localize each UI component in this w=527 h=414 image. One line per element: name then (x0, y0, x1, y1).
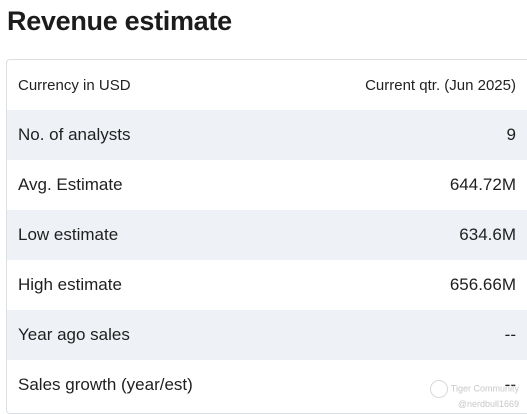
table-row-avg-estimate: Avg. Estimate 644.72M (7, 160, 527, 210)
row-label: Year ago sales (18, 325, 130, 344)
revenue-estimate-table: Currency in USD Current qtr. (Jun 2025) … (6, 59, 527, 414)
row-value: 644.72M (449, 175, 516, 194)
tiger-logo-icon (429, 380, 448, 398)
table-row-sales-growth: Sales growth (year/est) -- (7, 360, 527, 410)
watermark-user: @nerdbull1669 (457, 399, 519, 409)
row-value: -- (504, 325, 516, 344)
row-label: Low estimate (18, 225, 119, 244)
row-value: 9 (506, 125, 516, 144)
period-column-header: Current qtr. (Jun 2025) (365, 76, 516, 94)
row-label: High estimate (18, 275, 122, 294)
row-label: No. of analysts (18, 125, 131, 144)
watermark: Tiger Community @nerdbull1669 (429, 380, 519, 410)
row-value: 656.66M (449, 275, 516, 294)
table-row-low-estimate: Low estimate 634.6M (7, 210, 527, 260)
row-label: Sales growth (year/est) (18, 375, 193, 394)
watermark-brand: Tiger Community (450, 383, 519, 394)
row-value: 634.6M (459, 225, 516, 244)
table-row-year-ago-sales: Year ago sales -- (7, 310, 527, 360)
table-header-row: Currency in USD Current qtr. (Jun 2025) (7, 60, 527, 110)
page-title: Revenue estimate (7, 6, 232, 36)
row-label: Avg. Estimate (18, 175, 123, 194)
table-row-analysts: No. of analysts 9 (7, 110, 527, 160)
table-row-high-estimate: High estimate 656.66M (7, 260, 527, 310)
row-value: -- (504, 375, 516, 394)
currency-label: Currency in USD (18, 76, 131, 94)
